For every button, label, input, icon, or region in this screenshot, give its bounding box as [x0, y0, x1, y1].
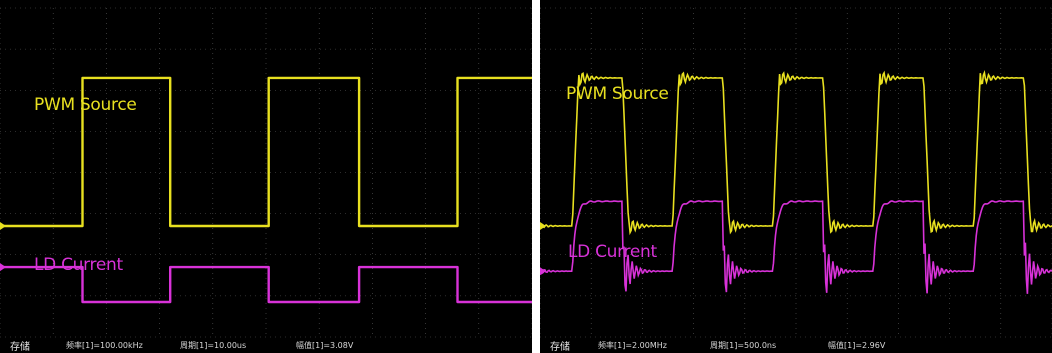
amplitude-readout: 幅值[1]=3.08V	[296, 341, 354, 350]
scope-left-grid	[0, 7, 532, 338]
ld-current-trace	[0, 265, 532, 304]
ld-current-label: LD Current	[34, 255, 123, 275]
oscilloscope-left: PWM Source LD Current 存储 频率[1]=100.00kHz…	[0, 0, 532, 353]
period-readout: 周期[1]=10.00us	[180, 341, 247, 350]
ch2-ground-marker	[540, 267, 546, 276]
scope-right-grid	[540, 7, 1052, 338]
pwm-source-label: PWM Source	[34, 95, 137, 115]
ch2-ground-marker	[0, 263, 6, 272]
amplitude-readout: 幅值[1]=2.96V	[828, 341, 886, 350]
ch1-ground-marker	[540, 221, 546, 230]
scope-right-plot	[540, 7, 1052, 338]
scope-right-traces	[540, 70, 1052, 294]
pwm-source-trace	[0, 76, 532, 228]
frequency-readout: 频率[1]=2.00MHz	[598, 341, 667, 350]
oscilloscope-right: PWM Source LD Current 存储 频率[1]=2.00MHz 周…	[540, 0, 1052, 353]
pwm-source-trace	[540, 70, 1052, 236]
status-bar: 存储 频率[1]=100.00kHz 周期[1]=10.00us 幅值[1]=3…	[0, 337, 532, 353]
scope-left-plot	[0, 7, 532, 338]
ld-current-trace	[540, 200, 1052, 294]
pwm-source-label: PWM Source	[566, 84, 669, 104]
status-bar: 存储 频率[1]=2.00MHz 周期[1]=500.0ns 幅值[1]=2.9…	[540, 337, 1052, 353]
period-readout: 周期[1]=500.0ns	[710, 341, 777, 350]
scope-left-traces	[0, 76, 532, 304]
store-label: 存储	[550, 342, 570, 353]
store-label: 存储	[10, 342, 30, 353]
frequency-readout: 频率[1]=100.00kHz	[66, 341, 143, 350]
ld-current-label: LD Current	[568, 242, 657, 262]
ch1-ground-marker	[0, 221, 6, 230]
